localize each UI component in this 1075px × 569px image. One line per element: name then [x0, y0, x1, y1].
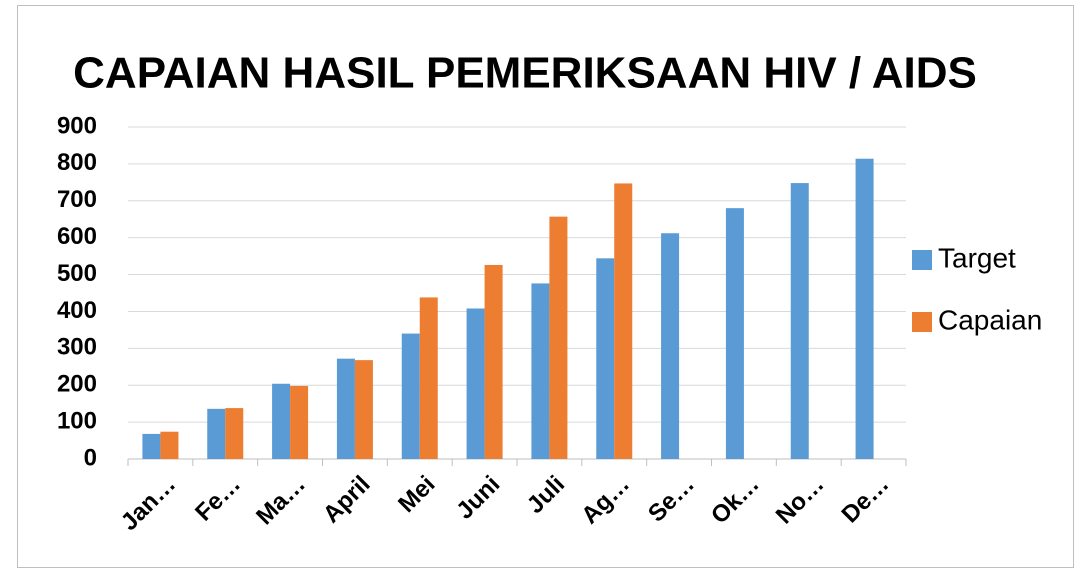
- legend-label: Target: [938, 242, 1016, 273]
- bar: [290, 385, 309, 459]
- chart-title: CAPAIAN HASIL PEMERIKSAAN HIV / AIDS: [73, 49, 977, 98]
- y-tick-label: 600: [57, 223, 97, 250]
- bar: [484, 264, 503, 459]
- legend-label: Capaian: [938, 304, 1042, 335]
- y-tick-label: 700: [57, 186, 97, 213]
- y-tick-label: 500: [57, 260, 97, 287]
- bar: [790, 183, 809, 459]
- bar: [466, 308, 485, 459]
- bar: [855, 158, 874, 460]
- bar: [225, 408, 244, 459]
- bar: [272, 383, 291, 459]
- bar: [614, 183, 633, 459]
- y-tick-label: 300: [57, 334, 97, 361]
- bar: [336, 358, 355, 459]
- bar: [531, 283, 550, 459]
- bar: [401, 333, 420, 459]
- bar: [142, 433, 161, 459]
- y-tick-label: 100: [57, 407, 97, 434]
- y-tick-label: 800: [57, 149, 97, 176]
- y-tick-label: 400: [57, 297, 97, 324]
- y-tick-label: 200: [57, 371, 97, 398]
- y-tick-label: 900: [57, 112, 97, 139]
- legend-swatch: [912, 312, 932, 332]
- bar: [419, 297, 438, 459]
- bar: [661, 233, 680, 459]
- bar: [725, 208, 744, 459]
- bar: [596, 258, 615, 459]
- y-tick-label: 0: [84, 444, 97, 471]
- legend-swatch: [912, 250, 932, 270]
- bar: [160, 431, 179, 459]
- bar: [207, 408, 226, 459]
- bar: [549, 216, 568, 459]
- bar: [354, 360, 373, 459]
